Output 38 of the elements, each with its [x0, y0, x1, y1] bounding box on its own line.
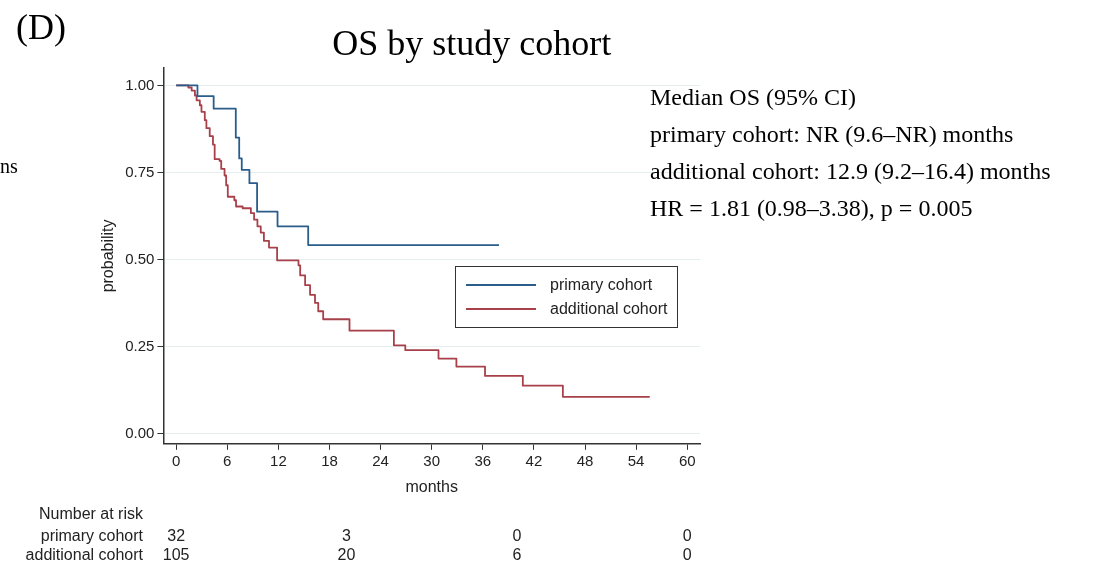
- text: additional cohort: [25, 546, 143, 564]
- y-tick-label: 1.00: [125, 75, 155, 93]
- legend-label: additional cohort: [550, 299, 668, 318]
- text: 32: [167, 527, 186, 545]
- x-tick-label: 30: [423, 451, 441, 469]
- y-axis-title: probability: [99, 219, 117, 293]
- x-tick-label: 36: [474, 451, 492, 469]
- x-tick-label: 18: [321, 451, 338, 469]
- text: 6: [512, 546, 522, 564]
- annotation: additional cohort: 12.9 (9.2–16.4) months: [650, 158, 1051, 185]
- x-axis-title: months: [405, 477, 458, 495]
- text: 0: [512, 527, 522, 545]
- text: 0: [682, 527, 692, 545]
- x-tick-label: 48: [576, 451, 594, 469]
- annotation: HR = 1.81 (0.98–3.38), p = 0.005: [650, 195, 973, 222]
- text: 3: [342, 527, 351, 545]
- x-tick-label: 12: [270, 451, 287, 469]
- text: 20: [337, 546, 356, 564]
- x-tick-label: 6: [223, 451, 232, 469]
- chart-title: OS by study cohort: [332, 22, 612, 64]
- x-tick-label: 60: [678, 451, 696, 469]
- y-tick-label: 0.75: [125, 162, 155, 180]
- y-tick-label: 0.00: [125, 423, 155, 441]
- annotation: primary cohort: NR (9.6–NR) months: [650, 121, 1014, 148]
- x-tick-label: 0: [172, 451, 181, 469]
- y-tick-label: 0.50: [125, 249, 155, 267]
- legend-label: primary cohort: [550, 275, 653, 294]
- text: 105: [162, 546, 190, 564]
- text: primary cohort: [40, 527, 143, 545]
- y-tick-label: 0.25: [125, 336, 155, 354]
- text: 0: [682, 546, 692, 564]
- x-tick-label: 24: [372, 451, 389, 469]
- text: Number at risk: [38, 505, 143, 523]
- text: ns: [0, 155, 18, 178]
- annotation: Median OS (95% CI): [650, 84, 856, 111]
- text: (D): [16, 6, 66, 48]
- x-tick-label: 54: [627, 451, 645, 469]
- x-tick-label: 42: [525, 451, 543, 469]
